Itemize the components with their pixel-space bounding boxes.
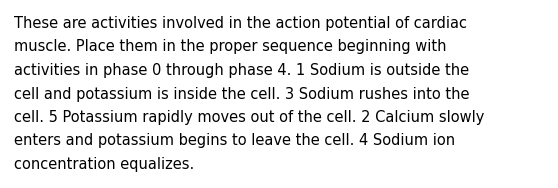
Text: activities in phase 0 through phase 4. 1 Sodium is outside the: activities in phase 0 through phase 4. 1… bbox=[14, 63, 469, 78]
Text: concentration equalizes.: concentration equalizes. bbox=[14, 157, 194, 172]
Text: enters and potassium begins to leave the cell. 4 Sodium ion: enters and potassium begins to leave the… bbox=[14, 133, 455, 149]
Text: muscle. Place them in the proper sequence beginning with: muscle. Place them in the proper sequenc… bbox=[14, 39, 446, 55]
Text: cell and potassium is inside the cell. 3 Sodium rushes into the: cell and potassium is inside the cell. 3… bbox=[14, 86, 469, 102]
Text: These are activities involved in the action potential of cardiac: These are activities involved in the act… bbox=[14, 16, 467, 31]
Text: cell. 5 Potassium rapidly moves out of the cell. 2 Calcium slowly: cell. 5 Potassium rapidly moves out of t… bbox=[14, 110, 484, 125]
